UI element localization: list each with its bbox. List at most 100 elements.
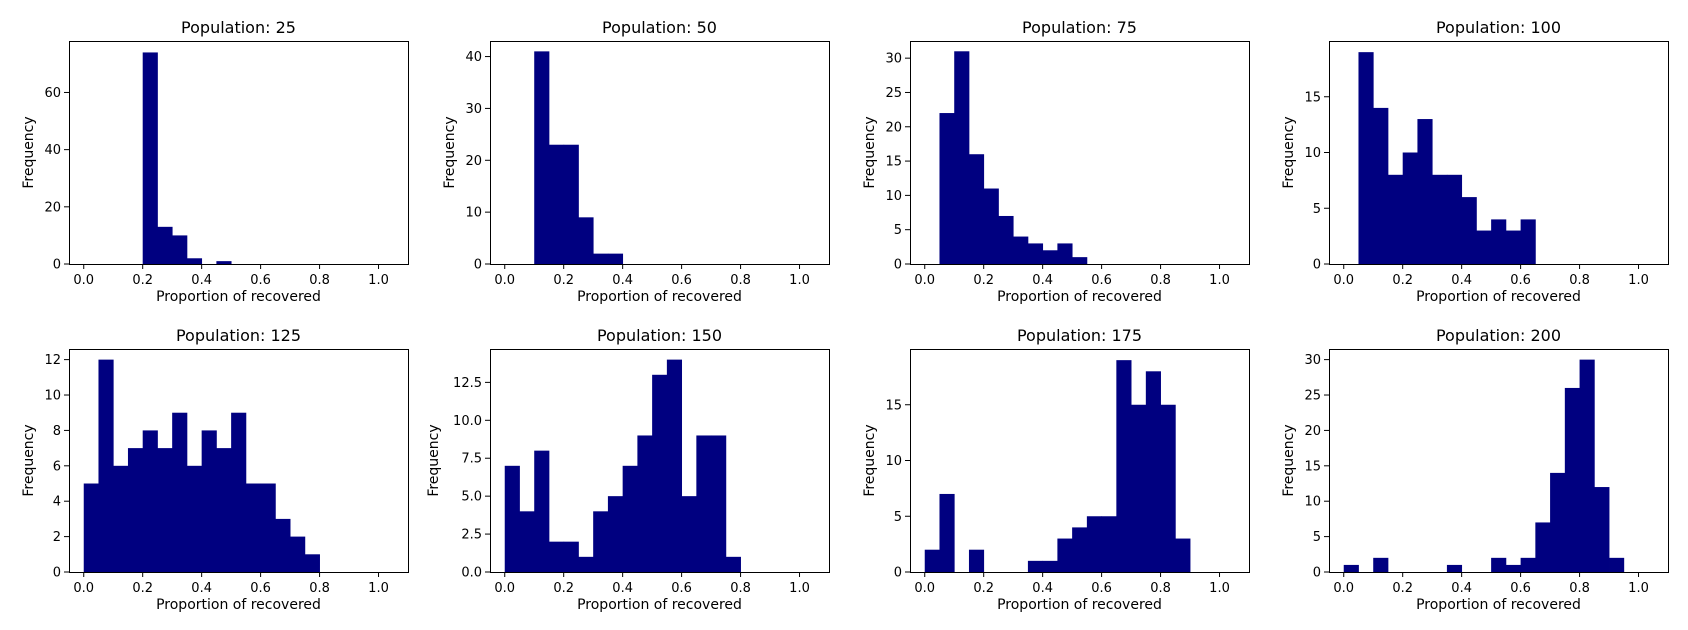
chart-panel: 0.0 0.2 0.4 0.6 0.8 1.0 0 5 10 15 20 25 30 Population… bbox=[862, 18, 1250, 305]
histogram-bar bbox=[1432, 174, 1448, 264]
histogram-bar bbox=[637, 435, 653, 572]
x-tick-label: 0.6 bbox=[671, 581, 692, 596]
histogram-bar bbox=[172, 412, 188, 572]
chart-title: Population: 25 bbox=[181, 18, 296, 37]
histogram-bar bbox=[304, 554, 320, 572]
histogram-bar bbox=[275, 518, 291, 572]
histogram-bar bbox=[607, 253, 624, 264]
histogram-bar bbox=[711, 435, 727, 572]
x-tick-label: 0.2 bbox=[553, 273, 574, 288]
histogram-bar bbox=[1358, 52, 1374, 265]
x-axis-label: Proportion of recovered bbox=[156, 597, 321, 613]
x-tick-label: 0.4 bbox=[1451, 581, 1472, 596]
y-axis-label: Frequency bbox=[21, 424, 37, 496]
histogram-bar bbox=[1042, 560, 1058, 572]
histogram-bar bbox=[968, 154, 985, 264]
histogram-bar bbox=[1550, 472, 1566, 572]
x-tick-label: 0.8 bbox=[730, 581, 751, 596]
histogram-bar bbox=[98, 359, 114, 572]
y-tick-label: 5 bbox=[894, 223, 902, 238]
chart-panel: 0.0 0.2 0.4 0.6 0.8 1.0 0 20 40 60 Population: 25 P… bbox=[21, 18, 409, 305]
x-tick-label: 0.0 bbox=[494, 581, 515, 596]
x-tick-label: 1.0 bbox=[368, 581, 389, 596]
histogram-bar bbox=[666, 359, 683, 572]
histogram-bar bbox=[1057, 243, 1073, 264]
y-tick-label: 6 bbox=[53, 459, 61, 474]
histogram-bar bbox=[1343, 564, 1359, 572]
y-tick-label: 25 bbox=[885, 86, 902, 101]
histogram-bar bbox=[1609, 557, 1625, 572]
x-tick-label: 1.0 bbox=[1209, 581, 1230, 596]
histogram-bar bbox=[1013, 236, 1029, 264]
y-tick-label: 30 bbox=[885, 52, 902, 67]
x-tick-label: 1.0 bbox=[1628, 273, 1649, 288]
histogram-bar bbox=[983, 188, 999, 264]
histogram-bar bbox=[245, 483, 262, 572]
y-tick-label: 20 bbox=[44, 200, 61, 215]
y-tick-label: 10 bbox=[465, 206, 482, 221]
y-axis-label: Frequency bbox=[426, 424, 442, 496]
x-tick-label: 1.0 bbox=[368, 273, 389, 288]
x-tick-label: 0.8 bbox=[309, 273, 330, 288]
y-axis-label: Frequency bbox=[442, 116, 458, 188]
histogram-bar bbox=[548, 144, 565, 264]
x-tick-label: 0.2 bbox=[973, 581, 994, 596]
x-axis-label: Proportion of recovered bbox=[156, 289, 321, 305]
histogram-bar bbox=[1072, 527, 1088, 572]
chart-title: Population: 50 bbox=[602, 18, 717, 37]
chart-panel: 0.0 0.2 0.4 0.6 0.8 1.0 0 5 10 15 Population: 175 P… bbox=[862, 326, 1250, 613]
x-tick-label: 0.0 bbox=[73, 581, 94, 596]
y-tick-label: 10 bbox=[44, 389, 61, 404]
histogram-bar bbox=[157, 448, 173, 572]
y-tick-label: 15 bbox=[885, 155, 902, 170]
y-tick-label: 60 bbox=[44, 86, 61, 101]
histogram-bar bbox=[1535, 522, 1551, 572]
y-tick-label: 10 bbox=[1304, 146, 1321, 161]
histogram-bar bbox=[1057, 538, 1073, 572]
histogram-bar bbox=[954, 51, 970, 264]
y-tick-label: 20 bbox=[465, 154, 482, 169]
x-tick-label: 0.4 bbox=[1032, 273, 1053, 288]
x-tick-label: 0.6 bbox=[250, 273, 271, 288]
histogram-bar bbox=[127, 448, 144, 572]
x-tick-label: 0.4 bbox=[1451, 273, 1472, 288]
histogram-bar bbox=[725, 556, 741, 572]
y-tick-label: 0.0 bbox=[461, 566, 482, 581]
y-tick-label: 10 bbox=[885, 189, 902, 204]
y-tick-label: 2.5 bbox=[461, 528, 482, 543]
x-tick-label: 0.0 bbox=[73, 273, 94, 288]
y-axis-label: Frequency bbox=[862, 116, 878, 188]
x-tick-label: 0.4 bbox=[1032, 581, 1053, 596]
axes-frame bbox=[490, 41, 830, 265]
x-tick-label: 0.8 bbox=[1569, 273, 1590, 288]
x-tick-label: 0.2 bbox=[132, 581, 153, 596]
y-tick-label: 5 bbox=[1313, 202, 1321, 217]
y-tick-label: 8 bbox=[53, 424, 61, 439]
y-axis-label: Frequency bbox=[1281, 424, 1297, 496]
x-axis-label: Proportion of recovered bbox=[1416, 289, 1581, 305]
y-tick-label: 10 bbox=[885, 454, 902, 469]
histogram-bar bbox=[1072, 257, 1088, 264]
y-tick-label: 4 bbox=[53, 495, 61, 510]
histogram-bar bbox=[968, 549, 985, 572]
chart-panel: 0.0 0.2 0.4 0.6 0.8 1.0 0.0 2.5 5.0 7.5 10.0 12.5 Po… bbox=[426, 326, 830, 613]
x-tick-label: 0.4 bbox=[612, 581, 633, 596]
y-tick-label: 15 bbox=[1304, 459, 1321, 474]
y-axis-label: Frequency bbox=[21, 116, 37, 188]
x-tick-label: 0.4 bbox=[191, 581, 212, 596]
axes-frame bbox=[69, 349, 409, 573]
y-tick-label: 0 bbox=[53, 258, 61, 273]
y-tick-label: 0 bbox=[1313, 258, 1321, 273]
x-tick-label: 0.6 bbox=[1091, 581, 1112, 596]
histogram-bar bbox=[1417, 119, 1433, 264]
x-axis-label: Proportion of recovered bbox=[1416, 597, 1581, 613]
histogram-bar bbox=[1476, 230, 1492, 264]
histogram-bar bbox=[1446, 564, 1463, 572]
histogram-bar bbox=[563, 144, 579, 264]
histogram-bar bbox=[1027, 243, 1044, 264]
y-tick-label: 30 bbox=[465, 102, 482, 117]
histogram-bar bbox=[231, 412, 247, 572]
x-tick-label: 1.0 bbox=[789, 581, 810, 596]
x-tick-label: 0.4 bbox=[612, 273, 633, 288]
y-tick-label: 20 bbox=[885, 120, 902, 135]
